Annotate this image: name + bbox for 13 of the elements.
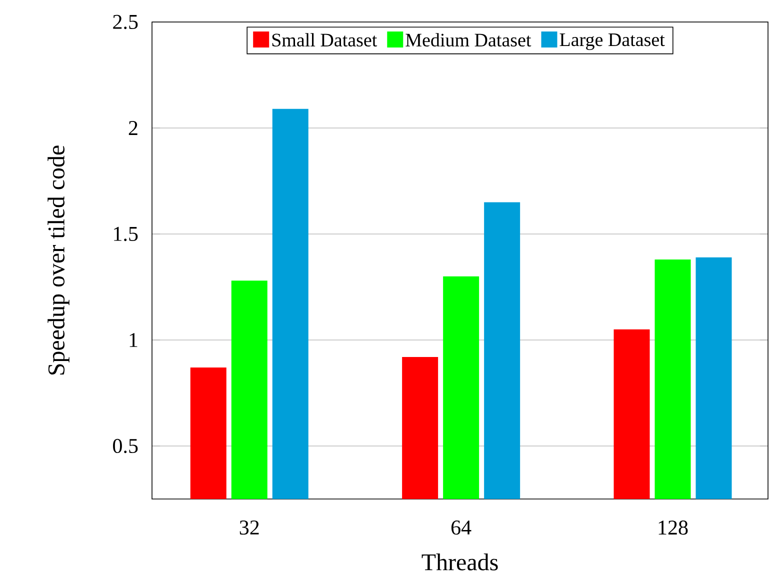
legend-label: Medium Dataset — [406, 33, 532, 47]
legend-label: Large Dataset — [560, 34, 665, 50]
x-tick-label: 32 — [240, 520, 259, 535]
legend-label: Small Dataset — [272, 33, 378, 47]
x-tick-label: 64 — [451, 520, 472, 535]
x-tick-label: 128 — [658, 520, 688, 535]
y-tick-label: 1.5 — [114, 226, 138, 242]
y-tick-label: 0.5 — [113, 438, 138, 454]
x-axis-title: Threads — [422, 554, 498, 570]
y-axis-title: Speedup over tiled code — [48, 146, 70, 375]
y-tick-label: 1 — [130, 333, 138, 347]
y-tick-label: 2.5 — [113, 14, 138, 30]
y-tick-label: 2 — [128, 121, 138, 135]
